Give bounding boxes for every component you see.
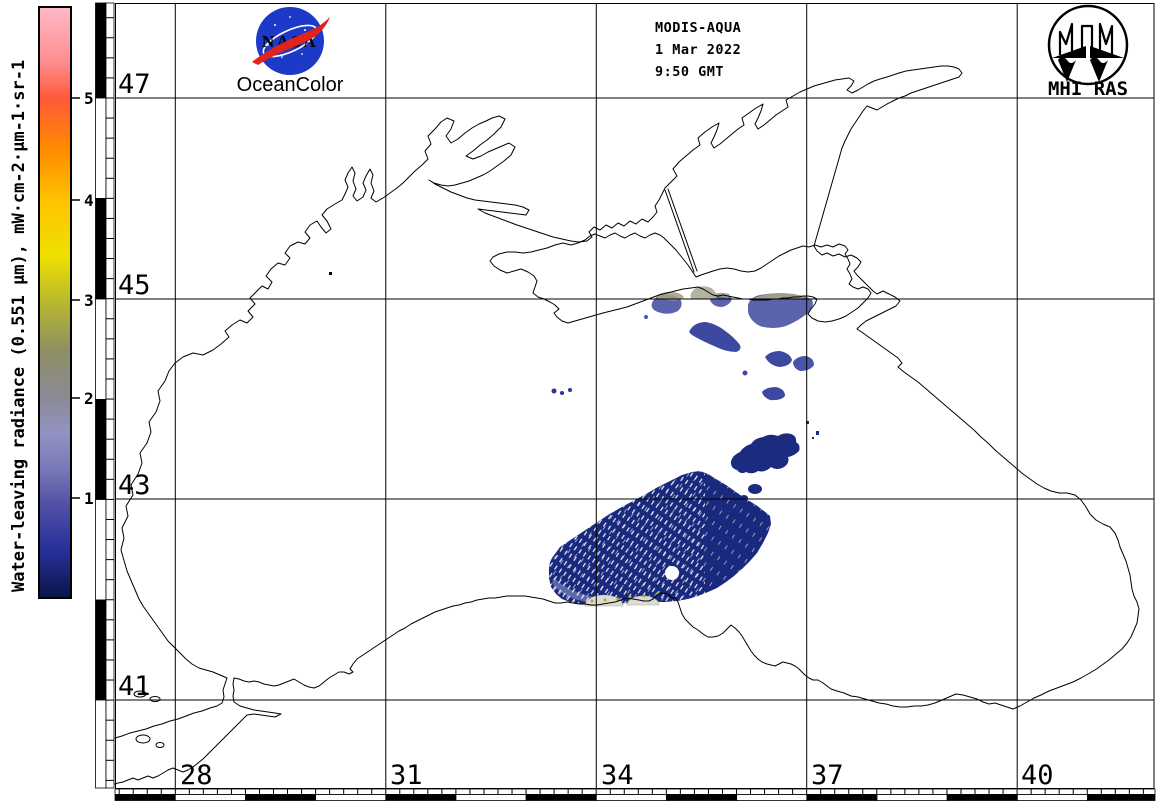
bottom-ruler-block — [736, 794, 808, 801]
graticule — [115, 3, 1154, 788]
radiance-patch — [793, 356, 814, 371]
island-marmara — [135, 734, 151, 744]
colorbar-ticks: 5 4 3 2 1 — [71, 89, 94, 508]
radiance-patch-cluster — [730, 433, 800, 474]
coastline-arabat-spit — [667, 188, 698, 272]
left-ruler-block — [95, 699, 107, 789]
bottom-ruler-block — [315, 794, 387, 801]
oceancolor-label: OceanColor — [237, 74, 344, 96]
bottom-ruler-tick-row — [114, 788, 1156, 795]
colorbar-title: Water-leaving radiance (0.551 µm), mW·cm… — [9, 60, 29, 592]
bottom-ruler-block — [1087, 794, 1156, 801]
map-frame — [115, 3, 1155, 789]
left-degree-ruler — [95, 2, 115, 789]
left-ruler-block — [95, 2, 107, 99]
institute-label: MHI RAS — [1048, 78, 1128, 100]
left-ruler-block — [95, 97, 107, 199]
bottom-ruler-block — [946, 794, 1018, 801]
bottom-ruler-block — [525, 794, 597, 801]
left-ruler-block — [95, 298, 107, 400]
colorbar-tick-label: 4 — [84, 191, 94, 210]
island — [155, 742, 165, 748]
nasa-logo: NASA — [252, 7, 330, 75]
left-ruler-tick-column — [105, 2, 115, 789]
radiance-patch — [748, 293, 813, 328]
bottom-ruler-block — [1016, 794, 1088, 801]
scene-info: MODIS-AQUA 1 Mar 2022 9:50 GMT — [655, 20, 741, 80]
longitude-label: 34 — [601, 760, 634, 791]
bottom-ruler-block — [174, 794, 246, 801]
cloud-tint — [690, 286, 717, 299]
swath-hole — [665, 566, 679, 580]
coastline-arabat-spit — [664, 189, 695, 273]
lagoon — [149, 696, 161, 702]
bottom-ruler-block — [385, 794, 457, 801]
colorbar-tick-label: 1 — [84, 489, 94, 508]
coastal-tint — [752, 293, 806, 300]
colorbar: 5 4 3 2 1 Water-leaving radiance (0.551 … — [9, 6, 94, 599]
longitude-label: 37 — [811, 760, 844, 791]
graticule-labels: 47 45 43 41 28 31 34 37 40 — [118, 69, 1054, 791]
latitude-label: 45 — [118, 270, 151, 301]
bottom-ruler-block — [666, 794, 738, 801]
nasa-swoosh — [252, 17, 330, 65]
bottom-ruler-block — [245, 794, 317, 801]
coastline-mainland — [114, 65, 1140, 785]
left-ruler-block — [95, 399, 107, 500]
left-ruler-block — [95, 599, 107, 701]
left-ruler-block — [95, 198, 107, 300]
latitude-label: 41 — [118, 671, 151, 702]
bottom-ruler-block — [876, 794, 948, 801]
coastal-glint-dots — [590, 591, 660, 603]
island-snake — [329, 272, 332, 275]
scene-satellite: MODIS-AQUA — [655, 20, 741, 36]
latitude-label: 47 — [118, 69, 151, 100]
colorbar-gradient — [38, 6, 72, 599]
lagoon — [133, 690, 147, 698]
bottom-ruler-block — [806, 794, 878, 801]
coastline-layer — [114, 65, 1140, 785]
mhi-ras-logo: MHI RAS — [1047, 4, 1129, 100]
radiance-patch — [689, 322, 741, 352]
radiance-patch — [762, 387, 785, 401]
radiance-patch — [765, 351, 792, 367]
colorbar-tick-label: 5 — [84, 89, 94, 108]
colorbar-tick-label: 3 — [84, 291, 94, 310]
scene-time: 9:50 GMT — [655, 64, 724, 80]
bottom-degree-ruler — [114, 788, 1156, 801]
bottom-ruler-block — [455, 794, 527, 801]
longitude-label: 28 — [180, 760, 213, 791]
latitude-label: 43 — [118, 470, 151, 501]
longitude-label: 31 — [390, 760, 423, 791]
colorbar-tick-label: 2 — [84, 389, 94, 408]
bottom-ruler-block — [595, 794, 667, 801]
longitude-label: 40 — [1021, 760, 1054, 791]
coastline-crimea — [489, 232, 872, 324]
left-ruler-block — [95, 499, 107, 601]
bottom-ruler-block — [114, 794, 176, 801]
scene-date: 1 Mar 2022 — [655, 42, 741, 58]
